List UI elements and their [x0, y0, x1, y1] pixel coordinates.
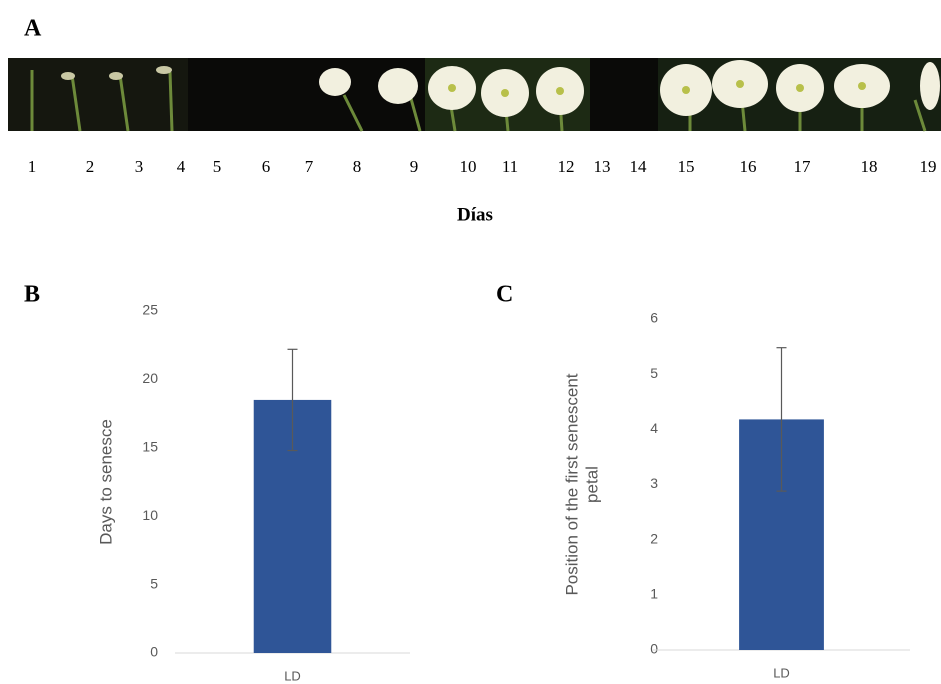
y-tick-label: 4 — [650, 420, 658, 436]
day-label: 14 — [630, 157, 648, 176]
x-axis-label: Días — [457, 204, 493, 225]
y-tick-label: 2 — [650, 530, 658, 546]
y-axis-label: Days to senesce — [96, 419, 115, 545]
y-tick-label: 5 — [150, 575, 158, 591]
day-label: 2 — [86, 157, 95, 176]
panel-label: B — [24, 282, 40, 308]
day-label: 8 — [353, 157, 362, 176]
y-tick-label: 15 — [142, 439, 158, 455]
y-tick-label: 6 — [650, 310, 658, 326]
day-label: 1 — [28, 157, 37, 176]
day-label: 6 — [262, 157, 271, 176]
y-tick-label: 0 — [150, 644, 158, 660]
day-label: 16 — [740, 157, 757, 176]
day-label: 12 — [558, 157, 575, 176]
panel-label: C — [496, 282, 513, 308]
y-tick-label: 0 — [650, 641, 658, 657]
day-label: 11 — [502, 157, 518, 176]
day-label: 4 — [177, 157, 186, 176]
y-tick-label: 3 — [650, 475, 658, 491]
y-axis-label: petal — [582, 466, 601, 503]
day-label: 18 — [861, 157, 878, 176]
day-label: 7 — [305, 157, 314, 176]
day-label: 5 — [213, 157, 222, 176]
y-tick-label: 10 — [142, 507, 158, 523]
figure: A B C Días 12345678910111213141516171819… — [0, 0, 941, 684]
day-label: 19 — [920, 157, 937, 176]
y-axis-label: Position of the first senescent — [562, 373, 581, 595]
photo-strip — [8, 58, 941, 131]
y-tick-label: 1 — [650, 586, 658, 602]
x-tick-label: LD — [284, 668, 301, 683]
y-tick-label: 20 — [142, 370, 158, 386]
day-label: 10 — [460, 157, 477, 176]
y-tick-label: 25 — [142, 302, 158, 318]
day-label: 17 — [794, 157, 812, 176]
x-tick-label: LD — [773, 665, 790, 680]
day-label: 15 — [678, 157, 695, 176]
day-label: 3 — [135, 157, 144, 176]
panel-label: A — [24, 16, 42, 42]
day-label: 13 — [594, 157, 611, 176]
y-tick-label: 5 — [650, 365, 658, 381]
day-label: 9 — [410, 157, 419, 176]
